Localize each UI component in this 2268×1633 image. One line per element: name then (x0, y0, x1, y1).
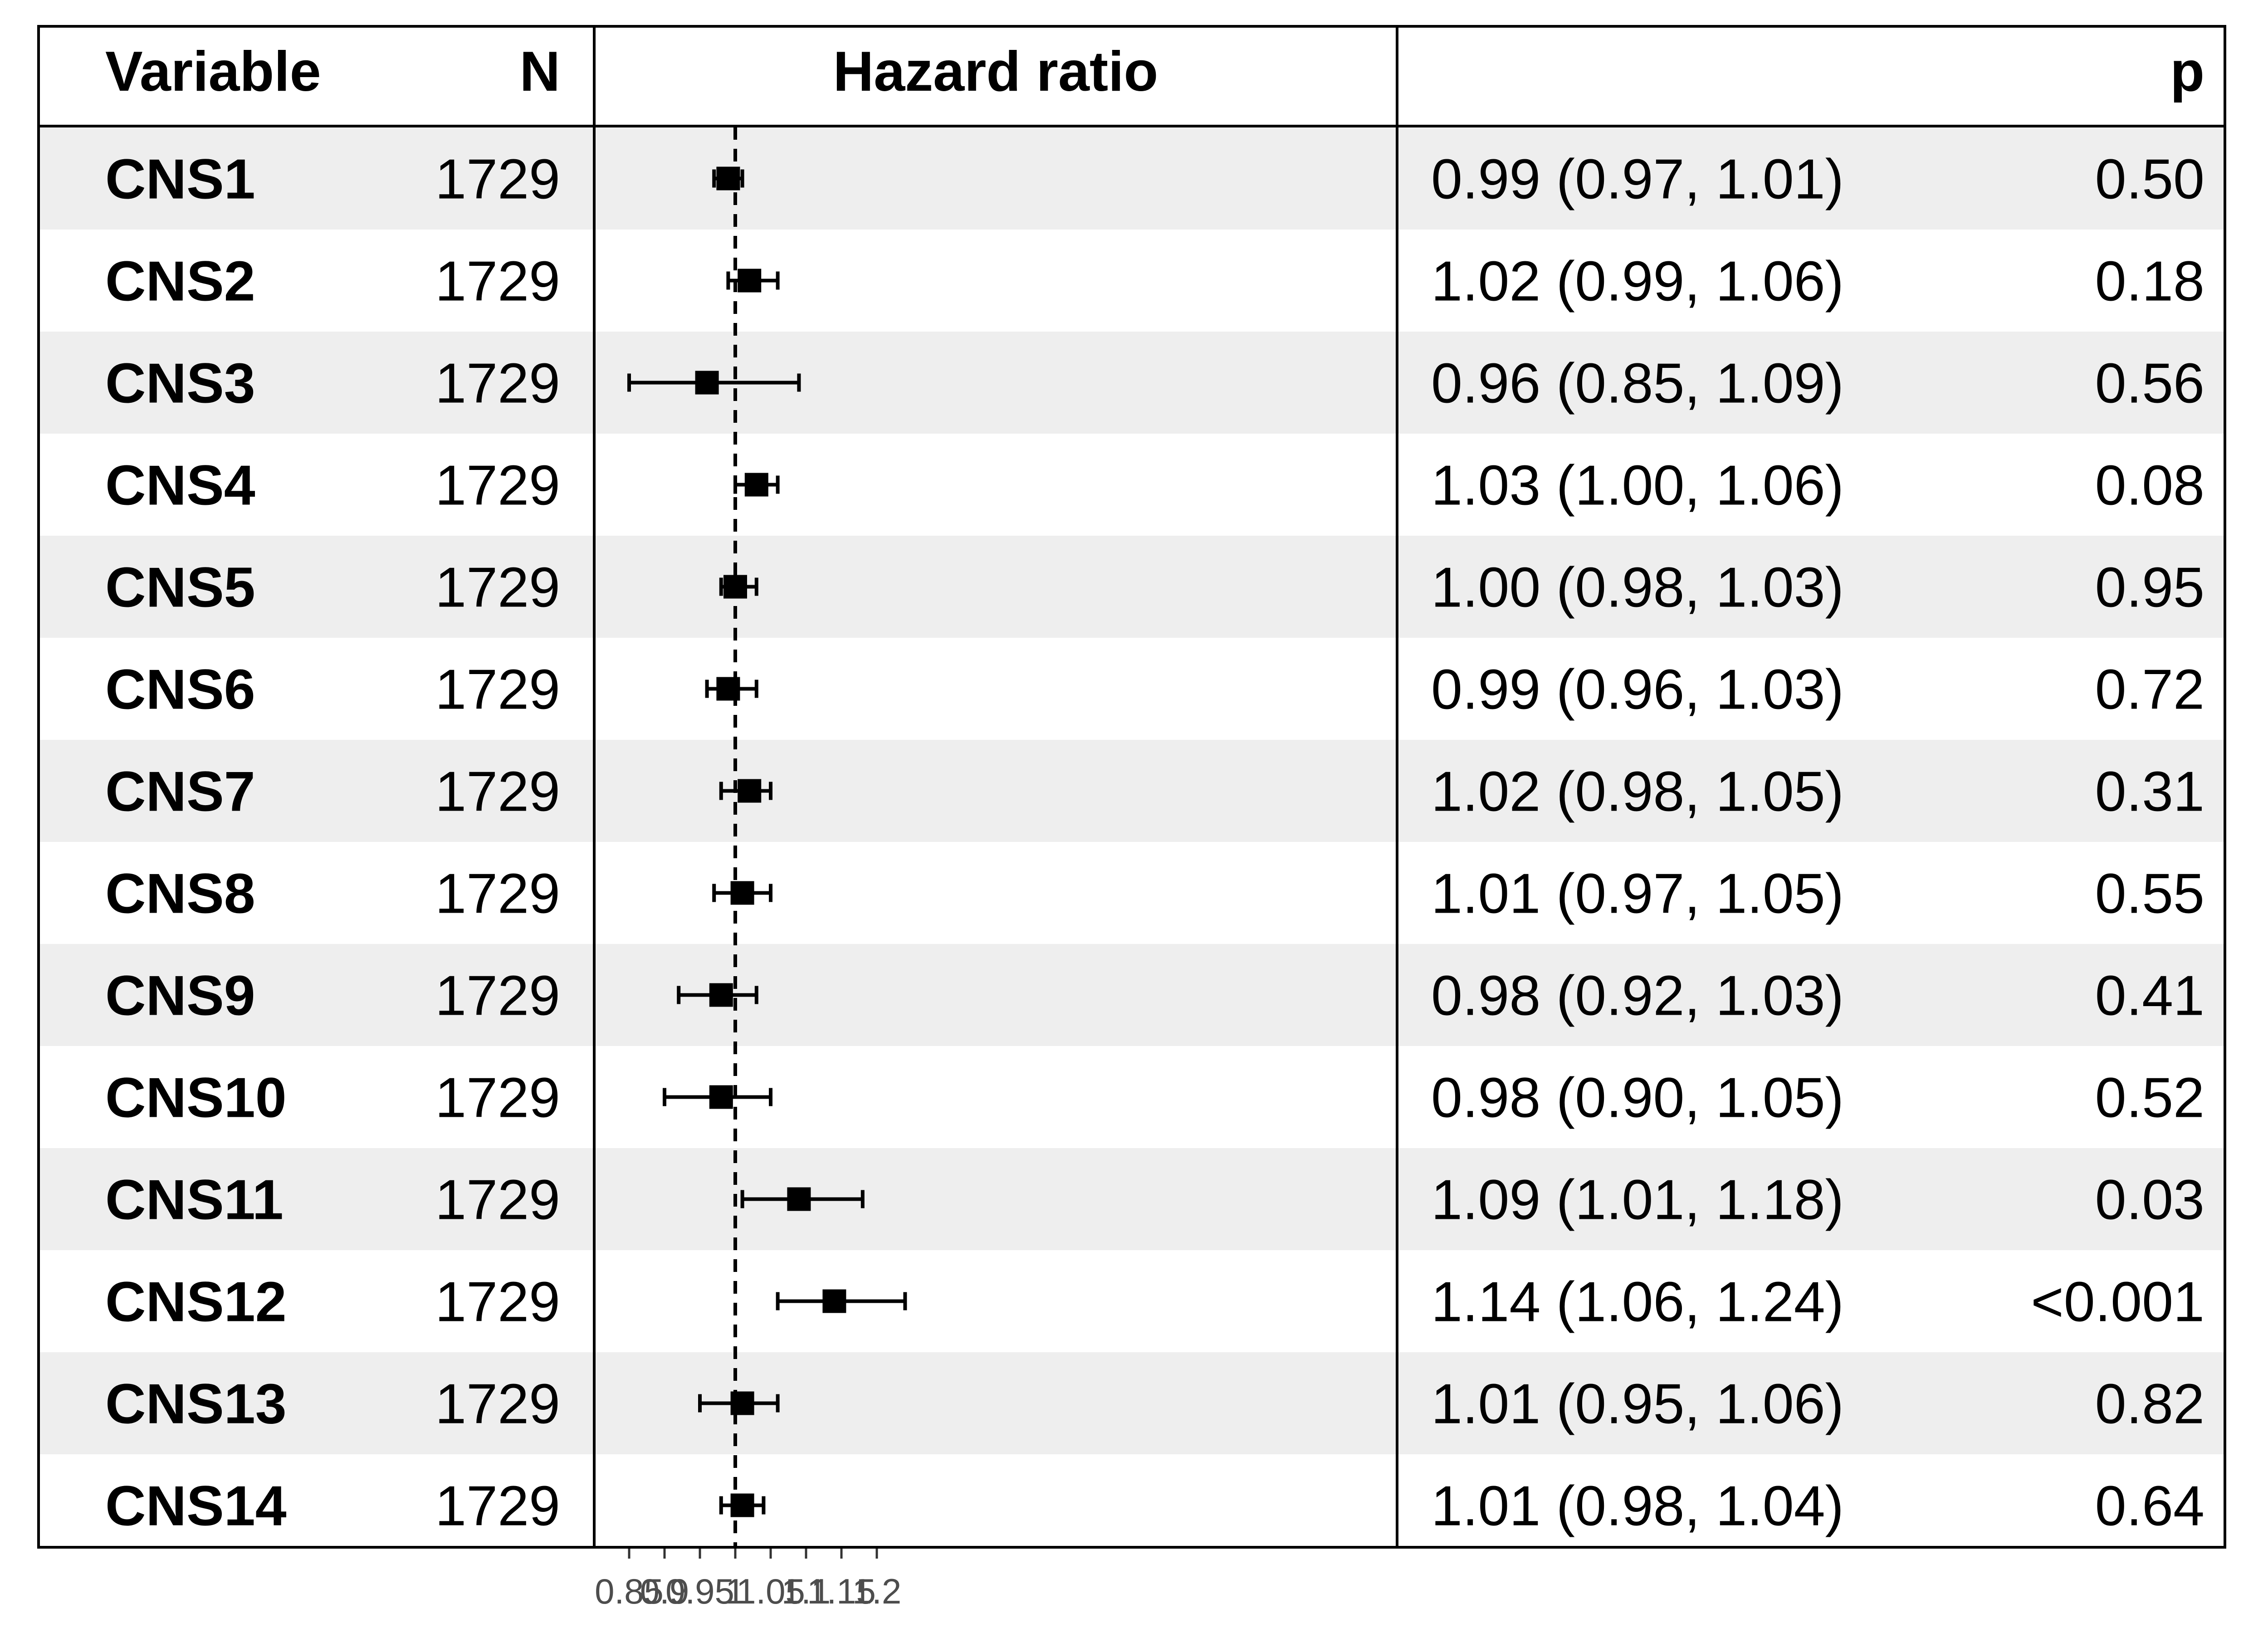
p-value: 0.31 (2095, 761, 2204, 823)
variable-label: CNS1 (105, 148, 255, 211)
n-value: 1729 (435, 965, 560, 1027)
estimate-label: 1.01 (0.95, 1.06) (1431, 1373, 1844, 1436)
x-tick-label: 1.1 (782, 1571, 831, 1611)
point-estimate (738, 269, 762, 293)
estimate-label: 1.02 (0.99, 1.06) (1431, 250, 1844, 313)
variable-label: CNS5 (105, 557, 255, 619)
row-stripe (39, 1352, 2225, 1454)
point-estimate (695, 371, 719, 395)
variable-label: CNS2 (105, 250, 255, 313)
p-value: 0.82 (2095, 1373, 2204, 1436)
x-tick-label: 1.15 (807, 1571, 876, 1611)
variable-label: CNS11 (105, 1169, 284, 1232)
point-estimate (822, 1289, 846, 1313)
x-tick-label: 1.05 (736, 1571, 805, 1611)
estimate-label: 0.99 (0.97, 1.01) (1431, 148, 1844, 211)
estimate-label: 1.00 (0.98, 1.03) (1431, 557, 1844, 619)
p-value: 0.72 (2095, 659, 2204, 721)
estimate-label: 1.01 (0.97, 1.05) (1431, 863, 1844, 925)
x-tick-label: 1.2 (852, 1571, 901, 1611)
row-stripe (39, 740, 2225, 842)
n-value: 1729 (435, 148, 560, 211)
x-tick-label: 0.95 (665, 1571, 734, 1611)
n-value: 1729 (435, 863, 560, 925)
point-estimate (709, 1085, 733, 1109)
p-value: 0.64 (2095, 1475, 2204, 1538)
estimate-label: 0.96 (0.85, 1.09) (1431, 352, 1844, 415)
estimate-label: 1.14 (1.06, 1.24) (1431, 1271, 1844, 1334)
estimate-label: 0.98 (0.92, 1.03) (1431, 965, 1844, 1027)
estimate-label: 0.98 (0.90, 1.05) (1431, 1067, 1844, 1129)
point-estimate (738, 779, 762, 803)
p-value: 0.95 (2095, 557, 2204, 619)
table-frame (37, 25, 2226, 1549)
header-p: p (2170, 40, 2204, 103)
point-estimate (730, 881, 754, 905)
p-value: 0.41 (2095, 965, 2204, 1027)
variable-label: CNS10 (105, 1067, 287, 1129)
p-value: <0.001 (2031, 1271, 2204, 1334)
header-variable: Variable (105, 40, 321, 103)
point-estimate (723, 575, 747, 599)
variable-label: CNS12 (105, 1271, 287, 1334)
estimate-label: 1.02 (0.98, 1.05) (1431, 761, 1844, 823)
n-value: 1729 (435, 761, 560, 823)
n-value: 1729 (435, 1271, 560, 1334)
variable-label: CNS4 (105, 455, 255, 517)
estimate-label: 0.99 (0.96, 1.03) (1431, 659, 1844, 721)
x-tick-label: 0.9 (640, 1571, 689, 1611)
estimate-label: 1.01 (0.98, 1.04) (1431, 1475, 1844, 1538)
n-value: 1729 (435, 557, 560, 619)
row-stripe (39, 536, 2225, 638)
p-value: 0.55 (2095, 863, 2204, 925)
header-n: N (519, 40, 560, 103)
n-value: 1729 (435, 659, 560, 721)
row-stripe (39, 944, 2225, 1046)
point-estimate (709, 983, 733, 1007)
p-value: 0.52 (2095, 1067, 2204, 1129)
x-tick-label: 0.85 (595, 1571, 664, 1611)
variable-label: CNS7 (105, 761, 255, 823)
variable-label: CNS6 (105, 659, 255, 721)
point-estimate (787, 1187, 811, 1211)
point-estimate (730, 1391, 754, 1415)
header-hazard-ratio: Hazard ratio (833, 40, 1158, 103)
p-value: 0.08 (2095, 455, 2204, 517)
p-value: 0.18 (2095, 250, 2204, 313)
table-cells: CNS1 1729 0.99 (0.97, 1.01) 0.50 CNS2 1729 1.0… (105, 148, 2204, 1538)
variable-label: CNS14 (105, 1475, 287, 1538)
p-value: 0.50 (2095, 148, 2204, 211)
n-value: 1729 (435, 1373, 560, 1436)
n-value: 1729 (435, 250, 560, 313)
point-estimate (716, 677, 740, 701)
n-value: 1729 (435, 455, 560, 517)
estimate-label: 1.03 (1.00, 1.06) (1431, 455, 1844, 517)
variable-label: CNS3 (105, 352, 255, 415)
row-stripe (39, 127, 2225, 230)
x-tick-label: 1 (725, 1571, 745, 1611)
p-value: 0.03 (2095, 1169, 2204, 1232)
variable-label: CNS13 (105, 1373, 287, 1436)
forest-marks (627, 166, 907, 1517)
n-value: 1729 (435, 1067, 560, 1129)
point-estimate (716, 166, 740, 191)
point-estimate (730, 1493, 754, 1517)
point-estimate (744, 473, 768, 497)
estimate-label: 1.09 (1.01, 1.18) (1431, 1169, 1844, 1232)
row-stripe (39, 1148, 2225, 1250)
n-value: 1729 (435, 1169, 560, 1232)
n-value: 1729 (435, 352, 560, 415)
row-stripe (39, 332, 2225, 434)
n-value: 1729 (435, 1475, 560, 1538)
row-stripes (39, 127, 2225, 1454)
variable-label: CNS8 (105, 863, 255, 925)
p-value: 0.56 (2095, 352, 2204, 415)
variable-label: CNS9 (105, 965, 255, 1027)
